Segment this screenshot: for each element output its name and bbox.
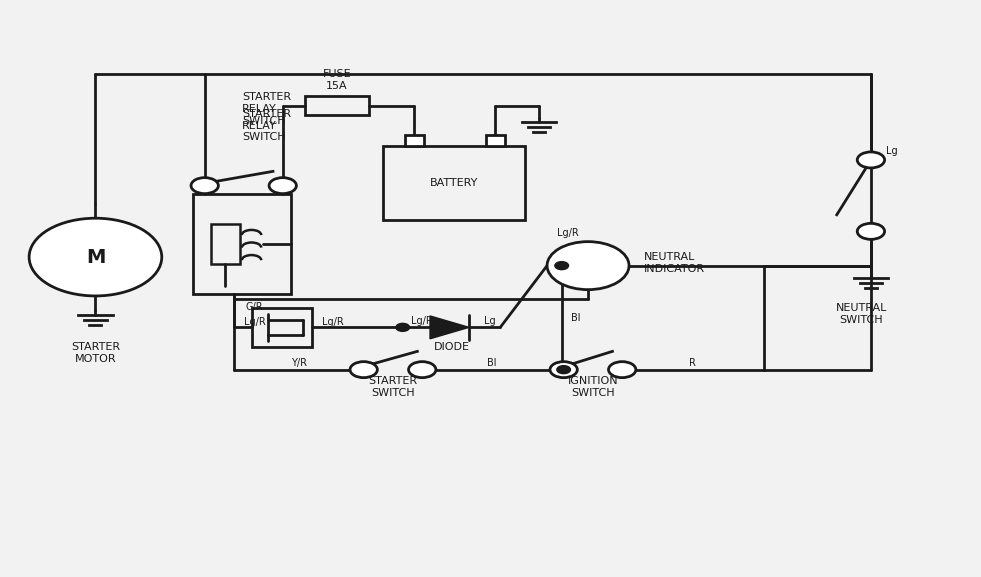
Text: STARTER
SWITCH: STARTER SWITCH — [369, 376, 418, 398]
Text: Lg: Lg — [484, 316, 495, 325]
Circle shape — [191, 178, 219, 194]
Text: Y/R: Y/R — [290, 358, 307, 368]
Bar — [211, 224, 239, 264]
Text: IGNITION
SWITCH: IGNITION SWITCH — [568, 376, 618, 398]
Text: BATTERY: BATTERY — [430, 178, 478, 188]
Bar — [251, 308, 312, 347]
Text: G/R: G/R — [245, 302, 263, 312]
Text: STARTER
RELAY
SWITCH: STARTER RELAY SWITCH — [241, 92, 291, 126]
Circle shape — [857, 152, 885, 168]
Text: NEUTRAL
INDICATOR: NEUTRAL INDICATOR — [644, 252, 704, 273]
Polygon shape — [430, 316, 469, 339]
Text: M: M — [85, 248, 105, 267]
Text: Bl: Bl — [488, 358, 496, 368]
Circle shape — [269, 178, 296, 194]
Circle shape — [555, 366, 569, 374]
Text: STARTER
RELAY
SWITCH: STARTER RELAY SWITCH — [241, 109, 291, 143]
Text: STARTER
MOTOR: STARTER MOTOR — [71, 342, 120, 364]
Circle shape — [608, 362, 636, 377]
Circle shape — [555, 261, 569, 269]
Text: Lg/R: Lg/R — [556, 228, 578, 238]
Circle shape — [350, 362, 378, 377]
Text: Lg/R: Lg/R — [410, 316, 433, 325]
Circle shape — [29, 218, 162, 296]
Text: Lg: Lg — [886, 147, 898, 156]
Circle shape — [396, 323, 409, 331]
Text: Lg/R: Lg/R — [243, 317, 266, 327]
Bar — [486, 136, 505, 145]
Text: DIODE: DIODE — [434, 342, 470, 353]
Text: FUSE
15A: FUSE 15A — [323, 69, 351, 91]
Text: NEUTRAL
SWITCH: NEUTRAL SWITCH — [836, 304, 887, 325]
Text: R: R — [690, 358, 697, 368]
Bar — [404, 136, 424, 145]
Circle shape — [557, 366, 571, 374]
Bar — [305, 96, 369, 115]
Circle shape — [547, 242, 629, 290]
Bar — [193, 194, 290, 294]
Bar — [384, 145, 525, 220]
Text: Bl: Bl — [572, 313, 581, 323]
Text: Lg/R: Lg/R — [322, 317, 343, 327]
Circle shape — [857, 223, 885, 239]
Circle shape — [550, 362, 577, 377]
Circle shape — [408, 362, 436, 377]
